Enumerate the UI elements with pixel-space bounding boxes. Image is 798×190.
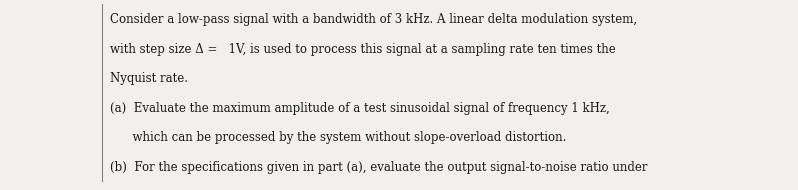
Text: (b)  For the specifications given in part (a), evaluate the output signal-to-noi: (b) For the specifications given in part… — [110, 161, 648, 173]
Text: Nyquist rate.: Nyquist rate. — [110, 72, 188, 85]
Text: which can be processed by the system without slope-overload distortion.: which can be processed by the system wit… — [110, 131, 567, 144]
Text: with step size Δ =   1V, is used to process this signal at a sampling rate ten t: with step size Δ = 1V, is used to proces… — [110, 43, 616, 56]
Text: (a)  Evaluate the maximum amplitude of a test sinusoidal signal of frequency 1 k: (a) Evaluate the maximum amplitude of a … — [110, 102, 610, 115]
Text: Consider a low-pass signal with a bandwidth of 3 kHz. A linear delta modulation : Consider a low-pass signal with a bandwi… — [110, 13, 638, 26]
